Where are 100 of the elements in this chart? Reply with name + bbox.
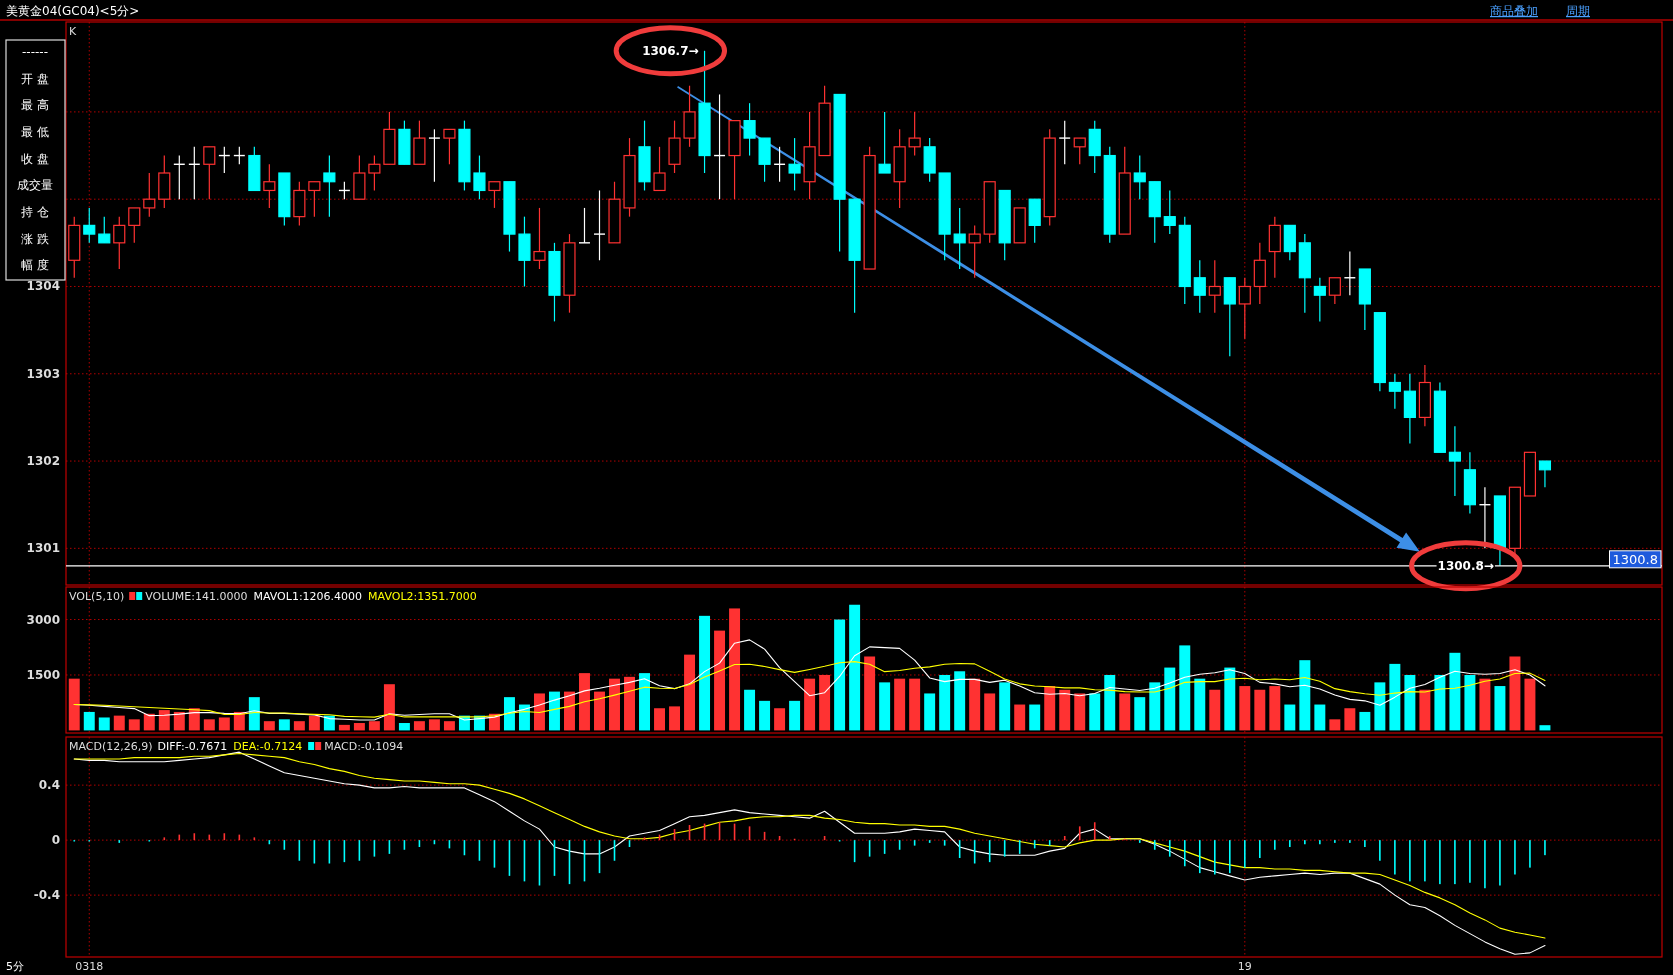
- bar: [1434, 674, 1446, 731]
- bar: [1509, 656, 1521, 731]
- candlestick: [578, 207, 591, 244]
- bar: [1404, 674, 1416, 731]
- candlestick: [143, 172, 156, 218]
- bar: [1239, 686, 1251, 731]
- text: 收 盘: [21, 151, 49, 166]
- bar: [1494, 686, 1506, 731]
- bar: [864, 656, 876, 731]
- y-tick-label: 0: [51, 833, 60, 848]
- bar: [1269, 686, 1281, 731]
- candlestick: [1133, 154, 1146, 200]
- candlestick: [1238, 277, 1251, 340]
- bar: [999, 682, 1011, 731]
- candlestick: [533, 207, 546, 270]
- bar: [368, 721, 380, 731]
- bar: [1179, 645, 1191, 731]
- y-tick-label: 1500: [26, 667, 60, 682]
- bar: [1524, 678, 1536, 731]
- bar: [789, 700, 801, 731]
- bar: [128, 719, 140, 731]
- candlestick: [653, 146, 666, 192]
- bar: [684, 654, 696, 731]
- bar: [1029, 704, 1041, 731]
- candlestick: [473, 154, 486, 200]
- candlestick: [443, 128, 456, 165]
- candlestick: [308, 181, 321, 218]
- candlestick: [1448, 425, 1461, 497]
- series-label: DIFF:-0.7671: [157, 740, 228, 753]
- y-tick-label: 3000: [26, 612, 60, 627]
- candlestick: [1328, 277, 1341, 305]
- bar: [969, 678, 981, 731]
- candlestick: [1538, 460, 1552, 488]
- bar: [383, 684, 395, 731]
- x-tick-label: 0318: [75, 960, 104, 973]
- bar: [1254, 689, 1266, 731]
- bar: [849, 604, 861, 731]
- bar: [909, 678, 921, 731]
- candlestick: [593, 189, 606, 261]
- bar: [1074, 693, 1086, 731]
- bar: [954, 671, 966, 731]
- bar: [158, 710, 170, 731]
- bar: [1284, 704, 1296, 731]
- bar: [1119, 693, 1131, 731]
- bar: [1194, 678, 1206, 731]
- candlestick: [203, 146, 216, 200]
- bar: [714, 630, 726, 731]
- bar: [248, 697, 260, 731]
- bar: [699, 615, 711, 731]
- bar: [1059, 689, 1071, 731]
- candlestick: [1313, 277, 1326, 322]
- y-tick-label: 1302: [26, 454, 60, 469]
- bar: [939, 674, 951, 731]
- bar: [1134, 697, 1146, 731]
- y-tick-label: 1304: [26, 279, 60, 294]
- bar: [759, 700, 771, 731]
- candlestick: [743, 102, 756, 157]
- bar: [624, 676, 635, 731]
- bar: [579, 673, 590, 731]
- legend-label: MACD:-0.1094: [324, 740, 404, 753]
- bar: [338, 724, 350, 731]
- candlestick: [113, 216, 126, 270]
- bar: [173, 711, 185, 731]
- bar: [1374, 682, 1386, 731]
- ref-line-label: 1300.8: [1612, 551, 1658, 567]
- text: 持 仓: [21, 205, 49, 219]
- candlestick: [1163, 189, 1176, 235]
- bar: [1389, 663, 1401, 731]
- candlestick: [1058, 120, 1071, 165]
- bar: [1539, 725, 1551, 731]
- text: 周期: [1566, 4, 1590, 18]
- candlestick: [1073, 137, 1086, 165]
- bar: [534, 693, 545, 731]
- bar: [729, 608, 741, 731]
- bar: [1104, 674, 1116, 731]
- bar: [443, 721, 455, 731]
- chart-title: 美黄金04(GC04)<5分>: [6, 4, 140, 18]
- bar: [308, 715, 320, 731]
- candlestick: [323, 154, 336, 218]
- bar: [218, 717, 230, 731]
- bar: [1014, 704, 1026, 731]
- y-tick-label: -0.4: [33, 888, 60, 903]
- bar: [203, 719, 215, 731]
- bar: [293, 721, 305, 731]
- bar: [1329, 719, 1341, 731]
- bar: [549, 691, 560, 731]
- line-series: [73, 661, 1546, 718]
- bar: [744, 689, 756, 731]
- candlestick: [1388, 373, 1401, 410]
- text: 商品叠加: [1490, 4, 1538, 18]
- bar: [68, 678, 80, 731]
- text: MAVOL1:1206.4000: [253, 590, 363, 603]
- bar: [834, 619, 846, 731]
- bar: [639, 673, 650, 731]
- bar: [1419, 689, 1431, 731]
- text: ------: [22, 45, 48, 59]
- bar: [1149, 682, 1161, 731]
- candlestick: [788, 137, 801, 192]
- y-tick-label: 1301: [26, 541, 60, 556]
- bar: [1299, 660, 1311, 731]
